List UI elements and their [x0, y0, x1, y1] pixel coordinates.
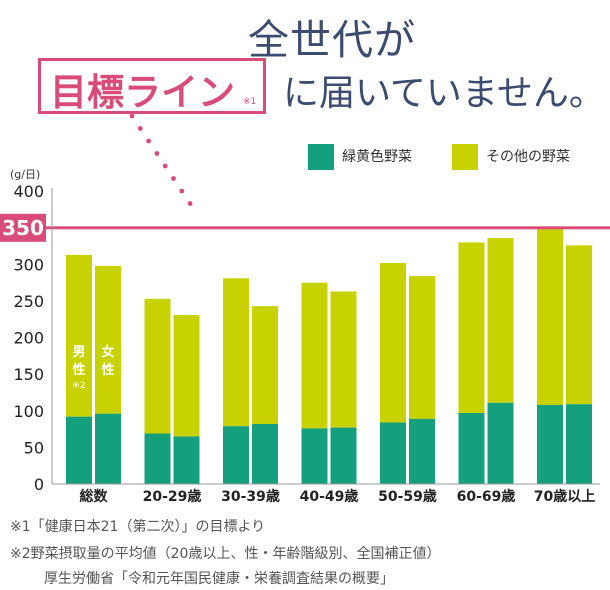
x-tick-label: 30-39歳 — [221, 488, 280, 505]
bar-other-male-4 — [380, 262, 406, 423]
bar-green-female-0 — [95, 413, 121, 484]
female-label-char: 性 — [101, 362, 114, 378]
male-note-label: ※2 — [72, 381, 85, 391]
bar-other-female-2 — [252, 306, 278, 424]
x-tick-label: 40-49歳 — [300, 488, 359, 505]
headline-bottom: に届いていません。 — [283, 73, 605, 114]
y-axis-unit: (g/日) — [10, 168, 40, 181]
y-tick-label: 100 — [13, 402, 44, 421]
male-label-char: 性 — [72, 362, 85, 378]
bar-other-male-0 — [66, 254, 92, 417]
y-tick-label: 50 — [24, 438, 44, 457]
bar-other-female-3 — [330, 291, 357, 428]
footnote-2: ※2野菜摂取量の平均値（20歳以上、性・年齢階級別、全国補正値） — [10, 546, 441, 562]
y-tick-label: 400 — [13, 182, 44, 201]
bar-other-female-5 — [487, 238, 514, 403]
bar-other-female-4 — [409, 276, 435, 419]
target-label: 目標ライン — [50, 71, 235, 114]
bar-other-male-1 — [144, 298, 171, 434]
y-tick-label: 200 — [13, 329, 44, 348]
bar-green-male-3 — [301, 428, 328, 484]
target-leader-dot — [187, 201, 193, 206]
y-tick-label: 0 — [34, 475, 44, 494]
target-leader-dot — [171, 176, 176, 181]
legend-label-green: 緑黄色野菜 — [342, 149, 412, 165]
x-tick-label: 20-29歳 — [143, 488, 202, 505]
target-note: ※1 — [243, 97, 257, 107]
bar-other-male-3 — [301, 282, 328, 429]
target-leader-dot — [154, 151, 160, 156]
footnote-1: ※1「健康日本21（第二次）」の目標より — [10, 519, 266, 535]
x-tick-label: 50-59歳 — [378, 488, 437, 505]
y-tick-label: 250 — [13, 292, 44, 311]
bar-other-male-5 — [458, 242, 485, 413]
bar-green-male-5 — [458, 412, 485, 484]
bar-other-female-1 — [173, 314, 200, 437]
female-label-char: 女 — [101, 344, 114, 360]
bar-green-female-3 — [330, 427, 357, 484]
target-line — [0, 226, 610, 230]
legend-swatch-green — [308, 144, 334, 170]
footnote-3: 厚生労働省「令和元年国民健康・栄養調査結果の概要」 — [44, 571, 394, 587]
legend-item-yellow: その他の野菜 — [452, 144, 570, 170]
headline-top: 全世代が — [248, 16, 416, 64]
target-leader-dot — [137, 126, 143, 131]
bar-green-male-6 — [537, 404, 563, 484]
y-tick-label: 150 — [13, 365, 44, 384]
target-value-label: 350 — [2, 216, 44, 240]
legend-item-green: 緑黄色野菜 — [308, 144, 412, 170]
target-leader-dot — [162, 163, 168, 169]
legend-label-yellow: その他の野菜 — [486, 149, 570, 165]
bar-other-female-6 — [566, 245, 592, 405]
bar-other-female-0 — [95, 265, 121, 414]
bar-other-male-2 — [223, 278, 249, 427]
target-leader-dot — [146, 138, 152, 144]
bar-green-male-0 — [66, 416, 92, 484]
y-tick-label: 300 — [13, 255, 44, 274]
bar-other-male-6 — [537, 228, 563, 405]
bar-green-male-1 — [144, 433, 171, 484]
legend-swatch-yellow — [452, 144, 478, 170]
bar-green-female-2 — [252, 423, 278, 484]
x-tick-label: 総数 — [80, 488, 109, 505]
bar-green-female-6 — [566, 404, 592, 484]
target-value-badge — [0, 213, 46, 242]
bar-green-female-4 — [409, 418, 435, 484]
target-label-box — [38, 58, 266, 114]
bar-green-male-2 — [223, 426, 249, 484]
bar-green-female-5 — [487, 402, 514, 484]
bar-green-male-4 — [380, 422, 406, 484]
male-label-char: 男 — [72, 345, 85, 360]
bar-green-female-1 — [173, 436, 200, 484]
target-leader-dot — [179, 188, 185, 194]
target-leader-dot — [129, 113, 135, 119]
x-tick-label: 70歳以上 — [534, 488, 595, 505]
x-tick-label: 60-69歳 — [457, 488, 516, 505]
